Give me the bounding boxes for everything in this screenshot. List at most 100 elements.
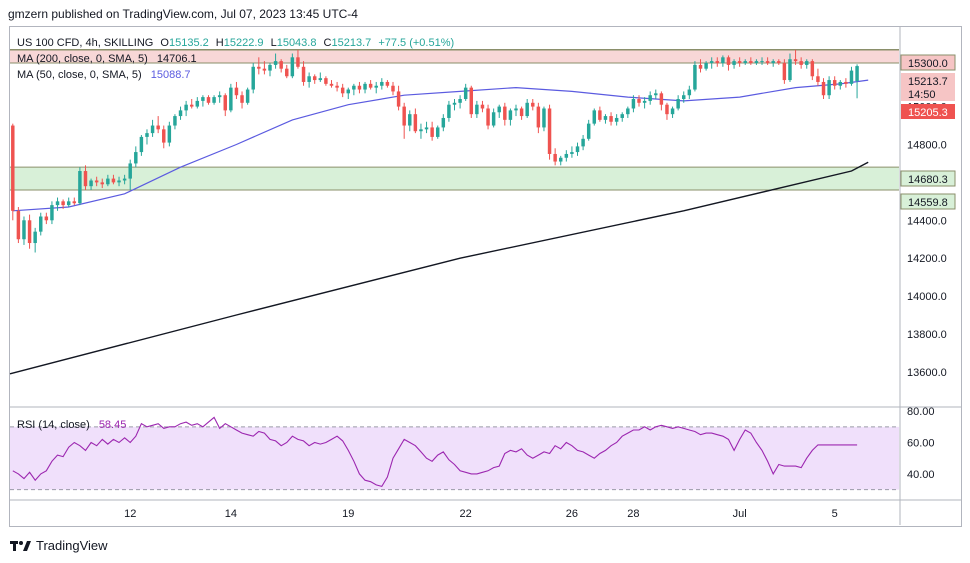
candle-body <box>475 104 479 115</box>
ma50-line <box>12 79 869 212</box>
legend-open-label: O <box>160 37 169 49</box>
candle <box>162 125 166 149</box>
candle <box>78 167 82 206</box>
candle <box>469 85 474 118</box>
candle-body <box>435 127 440 137</box>
price-tick-label: 14200.0 <box>907 253 947 265</box>
legend-ma50-label: MA (50, close, 0, SMA, 5) <box>17 69 142 81</box>
candle <box>16 207 21 244</box>
legend-change-value: +77.5 (+0.51%) <box>378 37 454 49</box>
candle <box>844 78 848 88</box>
candle <box>240 91 244 109</box>
candle <box>357 81 362 94</box>
support-bottom-price-text: 14559.8 <box>908 197 948 209</box>
candle <box>737 57 742 67</box>
candle-body <box>66 201 71 206</box>
candle <box>11 123 15 221</box>
candle-body <box>100 182 104 185</box>
rsi-pane: 40.00 60.00 80.00 <box>10 406 935 491</box>
candle <box>721 55 725 67</box>
ma50-price-text: 15205.3 <box>908 107 948 119</box>
candle-body <box>346 89 351 94</box>
candle <box>553 148 557 166</box>
candle <box>620 112 624 122</box>
candle <box>89 178 93 190</box>
candle-body <box>217 95 222 98</box>
candle <box>346 87 351 100</box>
candle-body <box>547 108 552 154</box>
candle-body <box>754 61 759 64</box>
support-top-price-label: 14680.3 <box>900 170 956 187</box>
candle-body <box>61 201 65 206</box>
candle <box>586 119 591 141</box>
price-tick-label: 13800.0 <box>907 329 947 341</box>
candle-body <box>491 112 496 126</box>
candle <box>391 81 395 96</box>
chart-frame[interactable] <box>9 26 962 527</box>
candle <box>743 59 747 65</box>
candle <box>368 80 373 90</box>
candle-body <box>519 108 524 117</box>
tradingview-footer[interactable]: TradingView <box>10 538 108 553</box>
price-axis: 13600.013800.014000.014200.014400.014600… <box>907 102 947 379</box>
candle <box>732 59 736 69</box>
candle-body <box>111 178 116 183</box>
candle <box>150 119 155 137</box>
candle <box>44 212 49 225</box>
candle-body <box>262 68 267 71</box>
candle <box>396 85 401 111</box>
legend-close-label: C <box>324 37 332 49</box>
candle <box>251 63 255 94</box>
candle-body <box>206 97 211 103</box>
candle <box>257 57 261 75</box>
candle <box>542 106 546 132</box>
candle-body <box>273 61 278 65</box>
candle <box>603 114 608 124</box>
candle <box>234 81 239 100</box>
candle <box>827 76 831 100</box>
bar-countdown-text: 14:50 <box>908 89 936 101</box>
candle-body <box>245 89 250 103</box>
legend-ma50-line: MA (50, close, 0, SMA, 5) 15088.7 <box>17 69 191 81</box>
candle <box>598 106 602 122</box>
candle <box>22 216 26 245</box>
candle-body <box>251 66 255 90</box>
time-axis: 12 14 19 22 26 28 Jul 5 <box>124 508 838 520</box>
candle <box>642 97 647 109</box>
candle-body <box>793 59 798 62</box>
candle <box>212 95 216 105</box>
candle <box>475 100 479 118</box>
legend-high-value: 15222.9 <box>224 37 264 49</box>
candle-body <box>855 66 859 81</box>
time-tick-label: Jul <box>733 508 747 520</box>
candle-body <box>223 95 227 111</box>
candle-body <box>413 114 418 132</box>
candle <box>419 123 423 139</box>
candle-body <box>782 63 787 81</box>
candle-body <box>586 123 591 139</box>
candle <box>525 99 529 118</box>
candle-body <box>106 178 110 185</box>
candle-body <box>777 61 781 64</box>
candle-body <box>553 153 557 162</box>
candle-body <box>201 97 205 101</box>
rsi-line <box>12 416 858 488</box>
candle <box>189 99 194 109</box>
candle <box>195 97 200 109</box>
ma50-price-label: 15205.3 <box>901 104 955 119</box>
candle-body <box>22 220 26 240</box>
candle <box>760 57 764 65</box>
candle-body <box>72 201 77 204</box>
candle <box>693 61 697 92</box>
candle-body <box>458 99 462 103</box>
candle <box>698 59 703 73</box>
candle-body <box>402 106 406 126</box>
candle <box>83 165 88 190</box>
candle-body <box>570 152 574 154</box>
candle-body <box>486 108 490 126</box>
candle-body <box>598 110 602 120</box>
legend-ma50-value: 15088.7 <box>151 69 191 81</box>
candle <box>380 78 384 90</box>
candle-body <box>122 178 127 181</box>
